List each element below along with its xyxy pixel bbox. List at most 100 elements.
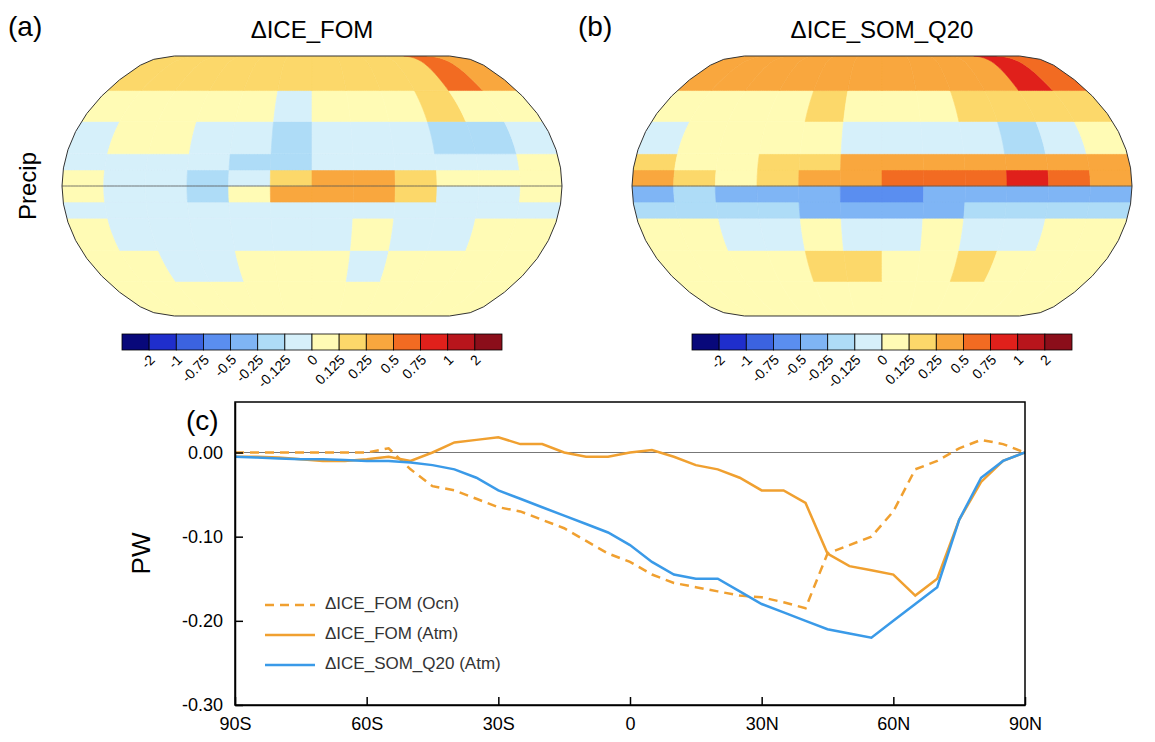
legend-item: ΔICE_SOM_Q20 (Atm) xyxy=(265,654,501,673)
map-cell xyxy=(799,154,841,170)
colorbar-label: -0.75 xyxy=(178,351,212,385)
map-cell xyxy=(104,170,146,186)
map-cell xyxy=(394,202,437,218)
map-cell xyxy=(516,202,560,218)
map-cell xyxy=(278,281,312,316)
map-cell xyxy=(519,170,562,186)
map-cell xyxy=(395,170,437,186)
map-cell xyxy=(145,170,187,186)
map-title: ΔICE_SOM_Q20 xyxy=(791,16,974,43)
map-cell xyxy=(632,186,675,202)
colorbar-label: 2 xyxy=(1037,351,1054,368)
legend-item: ΔICE_FOM (Ocn) xyxy=(265,594,459,613)
map-cell xyxy=(312,218,353,250)
map-cell xyxy=(923,154,965,170)
map-cell xyxy=(395,186,437,202)
map-cell xyxy=(882,154,923,170)
y-tick-mark xyxy=(235,536,243,538)
colorbar-label: 0.25 xyxy=(344,351,375,382)
map-cell xyxy=(718,121,766,153)
map-cell xyxy=(483,251,543,282)
map-cell xyxy=(923,170,965,186)
map-cell xyxy=(997,56,1087,91)
map-cell xyxy=(235,251,278,282)
map-cell xyxy=(759,121,805,153)
map-cell xyxy=(62,186,105,202)
map-cell xyxy=(1006,170,1048,186)
map-cell xyxy=(758,202,801,218)
y-tick-label: 0.00 xyxy=(188,443,223,463)
map-cell xyxy=(923,202,965,218)
map-cell xyxy=(715,170,757,186)
map-cell xyxy=(675,154,719,170)
colorbar-label: 0.75 xyxy=(399,351,430,382)
map-cell xyxy=(353,170,395,186)
legend-label: ΔICE_FOM (Atm) xyxy=(325,624,458,643)
map-cell xyxy=(394,154,437,170)
map-cell xyxy=(1048,170,1090,186)
x-tick-mark xyxy=(630,697,632,705)
map-cell xyxy=(146,202,189,218)
colorbar-box xyxy=(963,334,990,350)
map-outline xyxy=(62,56,562,316)
colorbar-box xyxy=(828,334,855,350)
map-cell xyxy=(312,91,350,122)
map-cell xyxy=(923,186,965,202)
map-cell xyxy=(1046,202,1090,218)
map-cell xyxy=(148,218,196,250)
map-cell xyxy=(189,121,235,153)
y-axis: -0.30-0.20-0.100.00 xyxy=(182,403,243,716)
map-cell xyxy=(674,170,716,186)
map-cell xyxy=(840,186,882,202)
y-tick-label: -0.20 xyxy=(182,611,223,631)
colorbar: -2-1-0.75-0.5-0.25-0.12500.1250.250.50.7… xyxy=(692,334,1072,391)
colorbar-box xyxy=(801,334,828,350)
map-cell xyxy=(62,170,105,186)
map-cell xyxy=(476,154,520,170)
map-cell xyxy=(757,186,799,202)
map-cell xyxy=(229,154,271,170)
map-cell xyxy=(633,202,677,218)
colorbar-box xyxy=(773,334,800,350)
colorbar-box xyxy=(258,334,285,350)
map-cell xyxy=(274,251,312,282)
legend-label: ΔICE_SOM_Q20 (Atm) xyxy=(325,654,501,673)
map-cell xyxy=(965,186,1007,202)
map-cell xyxy=(229,202,271,218)
map-cell xyxy=(1089,170,1132,186)
x-tick-label: 60N xyxy=(877,714,910,734)
map-cell xyxy=(805,251,848,282)
map-cell xyxy=(148,121,196,153)
legend-label: ΔICE_FOM (Ocn) xyxy=(325,594,459,613)
map-title: ΔICE_FOM xyxy=(251,16,374,43)
x-tick-label: 30S xyxy=(483,714,515,734)
colorbar-box xyxy=(855,334,882,350)
colorbar-box xyxy=(719,334,746,350)
figure: ΔICE_FOM(a)Precip-2-1-0.75-0.5-0.25-0.12… xyxy=(0,0,1155,742)
map-cell xyxy=(435,154,478,170)
colorbar-box xyxy=(421,334,448,350)
map-cell xyxy=(436,170,478,186)
map-cell xyxy=(920,121,963,153)
map-cell xyxy=(312,121,353,153)
colorbar-box xyxy=(909,334,936,350)
colorbar-box xyxy=(339,334,366,350)
map-background xyxy=(62,56,562,316)
map-cell xyxy=(353,154,395,170)
map-panel: ΔICE_FOM(a)Precip-2-1-0.75-0.5-0.25-0.12… xyxy=(8,11,562,391)
colorbar-box xyxy=(366,334,393,350)
legend-swatch xyxy=(265,634,315,637)
y-tick: -0.30 xyxy=(182,695,243,715)
map-cell xyxy=(519,186,562,202)
colorbar-label: 0.125 xyxy=(312,351,348,387)
map-cell xyxy=(920,218,963,250)
colorbar-label: -0.125 xyxy=(254,351,294,391)
map-cell xyxy=(312,170,354,186)
map-cell xyxy=(1074,218,1127,250)
colorbar-box xyxy=(882,334,909,350)
map-cell xyxy=(844,251,882,282)
map-background xyxy=(632,56,1132,316)
map-outline xyxy=(632,56,1132,316)
map-cell xyxy=(353,186,395,202)
map-cell xyxy=(882,218,923,250)
